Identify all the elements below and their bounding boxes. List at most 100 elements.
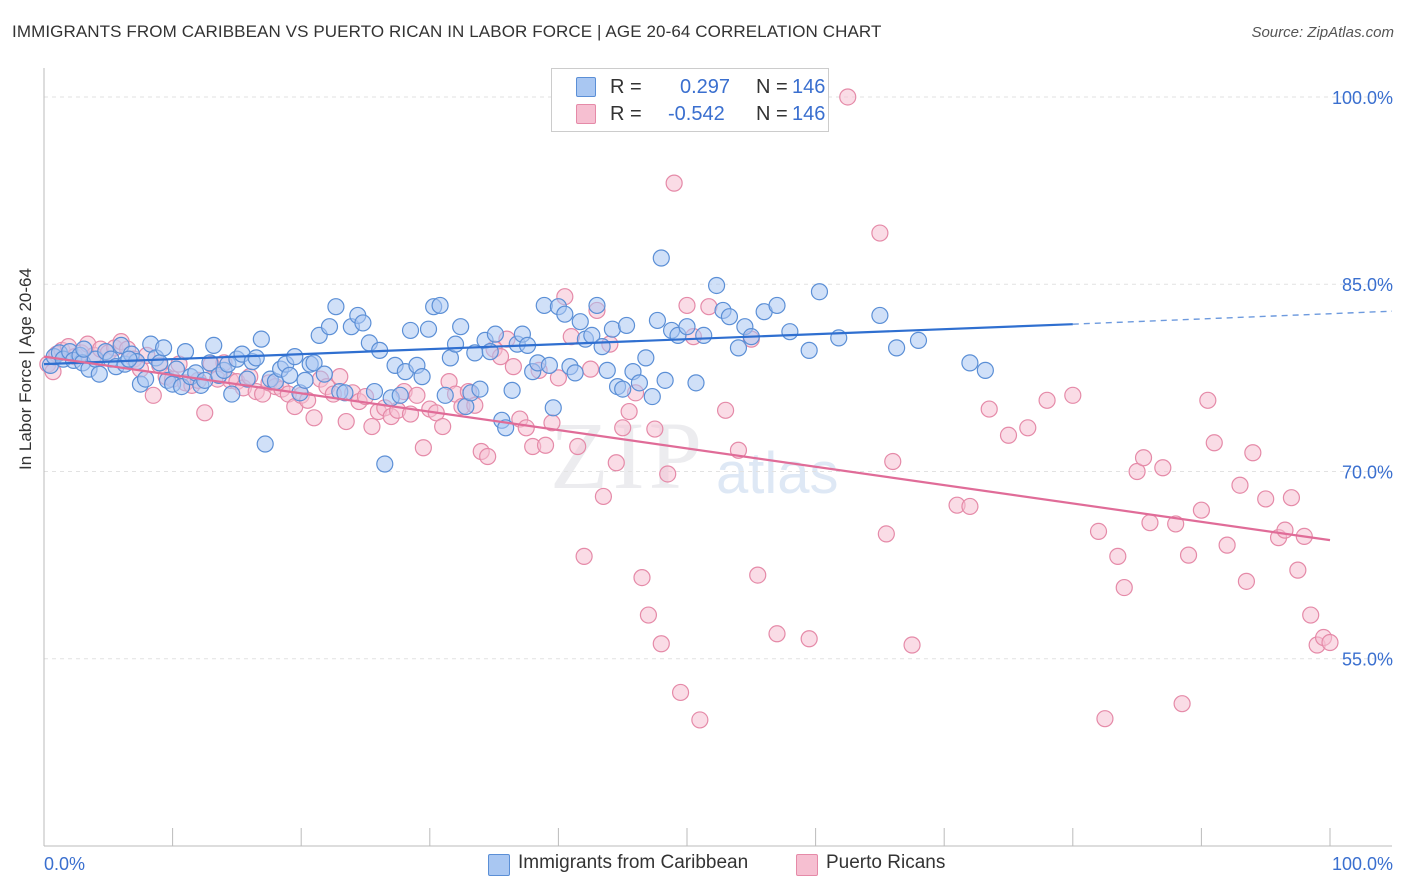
puerto-rican-point <box>884 452 902 471</box>
puerto-rican-point <box>1321 633 1339 652</box>
legend-n-value: 146 <box>792 76 826 98</box>
caribbean-point <box>256 435 274 453</box>
puerto-rican-point <box>999 426 1018 444</box>
puerto-rican-point <box>749 566 767 584</box>
puerto-rican-point <box>434 417 452 436</box>
caribbean-point <box>452 318 470 336</box>
chart-title: IMMIGRANTS FROM CARIBBEAN VS PUERTO RICA… <box>12 22 882 41</box>
caribbean-point <box>566 364 584 382</box>
puerto-rican-point <box>1244 444 1262 462</box>
caribbean-point <box>286 348 304 366</box>
legend-r-value: -0.542 <box>668 103 725 125</box>
legend-n-label: N = <box>756 76 788 98</box>
puerto-rican-point <box>607 454 625 472</box>
caribbean-point <box>167 360 186 378</box>
puerto-rican-point <box>877 525 895 543</box>
caribbean-point <box>695 326 713 345</box>
caribbean-point <box>281 366 299 384</box>
puerto-rican-point <box>1276 521 1294 539</box>
puerto-rican-point <box>408 386 426 404</box>
caribbean-point <box>617 316 636 335</box>
puerto-rican-point <box>1179 546 1198 564</box>
caribbean-point <box>871 306 889 325</box>
caribbean-point <box>637 349 655 367</box>
puerto-rican-point <box>144 386 162 404</box>
legend-swatch-pink <box>576 104 596 124</box>
caribbean-point <box>678 318 696 336</box>
puerto-rican-point <box>1289 561 1307 579</box>
puerto-rican-point <box>652 635 670 653</box>
caribbean-point <box>336 384 354 402</box>
caribbean-point <box>729 339 748 357</box>
caribbean-point <box>391 386 409 404</box>
caribbean-point <box>471 380 489 398</box>
caribbean-point <box>503 381 521 399</box>
caribbean-point <box>354 314 372 332</box>
y-tick-label: 85.0% <box>1342 275 1393 295</box>
puerto-rican-point <box>961 497 979 516</box>
puerto-rican-point <box>196 404 214 422</box>
caribbean-point <box>205 336 223 354</box>
caribbean-point <box>315 365 333 383</box>
caribbean-point <box>598 361 616 379</box>
x-tick-label: 100.0% <box>1332 854 1393 874</box>
caribbean-point <box>176 343 195 361</box>
caribbean-point <box>800 341 818 359</box>
caribbean-point <box>652 249 670 267</box>
y-axis-label: In Labor Force | Age 20-64 <box>16 268 35 470</box>
puerto-rican-point <box>1302 606 1320 624</box>
axes <box>43 68 1392 847</box>
caribbean-point <box>544 399 562 417</box>
caribbean-point <box>614 380 632 398</box>
caribbean-point <box>136 370 155 388</box>
caribbean-point <box>961 354 979 372</box>
puerto-rican-point <box>1089 522 1108 541</box>
puerto-rican-point <box>903 636 921 654</box>
puerto-rican-point <box>620 402 638 421</box>
puerto-rican-point <box>839 88 857 106</box>
puerto-rican-point <box>1115 578 1133 597</box>
caribbean-point <box>707 276 726 295</box>
puerto-rican-point <box>517 419 535 437</box>
caribbean-trend-line <box>43 323 1073 366</box>
puerto-rican-point <box>575 547 593 565</box>
puerto-rican-point <box>549 369 568 387</box>
puerto-rican-point <box>633 568 651 587</box>
caribbean-point <box>656 371 674 389</box>
puerto-rican-point <box>504 358 522 376</box>
puerto-rican-point <box>980 400 998 418</box>
x-tick-label: 0.0% <box>44 854 85 874</box>
puerto-rican-point <box>479 447 497 466</box>
trend-lines <box>43 310 1393 542</box>
caribbean-point <box>643 387 661 406</box>
caribbean-point <box>909 331 928 350</box>
y-tick-label: 55.0% <box>1342 650 1393 670</box>
caribbean-point <box>120 350 138 368</box>
caribbean-point <box>720 308 739 326</box>
caribbean-point <box>781 323 799 341</box>
legend-n-value: 146 <box>792 103 826 125</box>
bottom-legend-label: Immigrants from Caribbean <box>518 852 749 873</box>
puerto-rican-trend-line <box>43 355 1331 542</box>
puerto-rican-point <box>569 437 587 456</box>
puerto-rican-point <box>1128 462 1146 481</box>
puerto-rican-point <box>665 174 683 192</box>
puerto-rican-point <box>639 606 658 624</box>
caribbean-point <box>593 338 611 356</box>
caribbean-point <box>238 370 256 388</box>
puerto-rican-point <box>646 420 664 438</box>
puerto-rican-point <box>768 625 786 643</box>
puerto-rican-point <box>1237 572 1256 590</box>
puerto-rican-point <box>1257 490 1275 508</box>
caribbean-point <box>413 368 431 386</box>
caribbean-point <box>75 340 93 358</box>
correlation-legend: R = 0.297 N = 146 R = -0.542 N = 146 <box>551 68 829 132</box>
caribbean-point <box>540 356 558 374</box>
caribbean-point <box>768 296 786 315</box>
caribbean-point <box>431 296 449 315</box>
puerto-rican-point <box>1096 710 1114 728</box>
legend-r-value: 0.297 <box>680 76 731 98</box>
puerto-rican-point <box>1218 536 1236 554</box>
caribbean-point <box>252 330 270 348</box>
source-credit: Source: ZipAtlas.com <box>1251 24 1394 41</box>
